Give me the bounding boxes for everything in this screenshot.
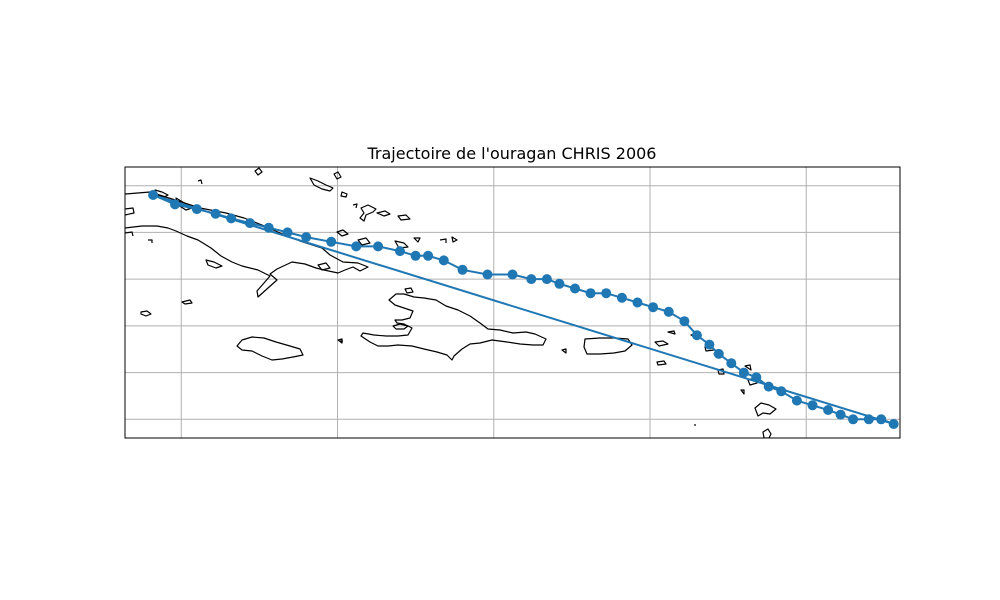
map-title: Trajectoire de l'ouragan CHRIS 2006 [367,144,657,163]
track-point [457,264,468,275]
coast-bahamas-14 [357,237,371,246]
coast-bahamas-12 [397,214,411,221]
track-point [210,208,221,219]
track-point [282,227,293,238]
coast-bahamas-13 [336,229,349,237]
track-point [245,218,255,229]
track-point [713,348,724,359]
hurricane-track [148,190,899,429]
coast-bahamas-15 [394,240,409,249]
coast-bahamas-17 [439,238,447,243]
coast-bahamas-10 [359,204,377,222]
track-point [776,386,787,397]
map-frame [124,166,901,439]
coast-bahamas-4 [197,179,203,185]
coast-cuba [125,191,369,298]
coast-stkitts [717,368,725,375]
track-point [738,367,749,378]
track-point [679,316,690,327]
track-point [541,274,552,285]
coast-turks [404,287,414,294]
track-point [663,306,674,317]
track-point [570,283,580,294]
track-point [791,395,802,406]
track-point [410,250,421,261]
coast-vieques [654,340,669,347]
coast-jamaica [236,336,304,361]
track-point [395,246,405,257]
track-point [763,381,774,392]
coast-virgin-2 [667,330,676,335]
track-point [148,190,159,200]
coast-dominica [762,428,772,438]
track-point [835,409,846,420]
coast-bahamas-9 [352,203,358,209]
coast-guadeloupe [754,402,777,417]
coast-cay-3 [205,259,223,269]
coast-antigua [744,364,752,371]
track-point [888,419,899,429]
track-point [823,405,834,415]
track-point [191,204,202,215]
coast-gonave [392,323,409,330]
track-point [438,255,449,266]
coast-bahamas-18 [451,236,458,243]
coastlines [125,167,777,438]
track-point [301,232,312,243]
track-point [170,199,180,210]
coast-montserrat [740,389,745,395]
track-point [351,241,362,252]
track-point [373,241,384,252]
track-point [863,414,874,425]
track-point [601,288,612,299]
coast-cay-1 [317,262,331,271]
coast-virgin-1 [656,360,667,366]
coast-bahamas-11 [376,210,391,217]
track-point [691,330,702,341]
track-point [848,414,859,425]
coast-bahamas-7 [333,171,342,180]
track-point [526,274,537,285]
coast-bahamas-5 [254,167,263,176]
track-point [876,414,887,425]
track-point [807,400,818,411]
coast-navassa [337,338,343,344]
track-point [751,372,762,383]
track-point [226,213,237,224]
coast-mona [561,348,567,354]
track-point [326,236,337,247]
track-point [507,269,518,280]
track-point [554,278,565,289]
track-point [648,302,659,313]
coast-bahamas-16 [413,237,421,243]
coast-bahamas-6 [309,177,334,192]
coast-hispaniola [360,293,547,361]
coast-cay-5 [148,239,153,243]
track-point [263,222,274,233]
track-point [616,292,627,303]
coast-isla-juventud [140,310,152,317]
track-point [726,358,737,369]
track-point [585,288,596,299]
track-point [423,250,434,261]
track-point [632,297,643,308]
track-point [704,339,715,350]
track-point [482,269,493,280]
coast-cay-2 [181,299,193,305]
coast-puerto-rico [583,337,633,355]
coast-bahamas-8 [340,191,348,198]
coast-bahamas-1 [125,207,135,216]
coast-cay-4 [125,231,134,237]
